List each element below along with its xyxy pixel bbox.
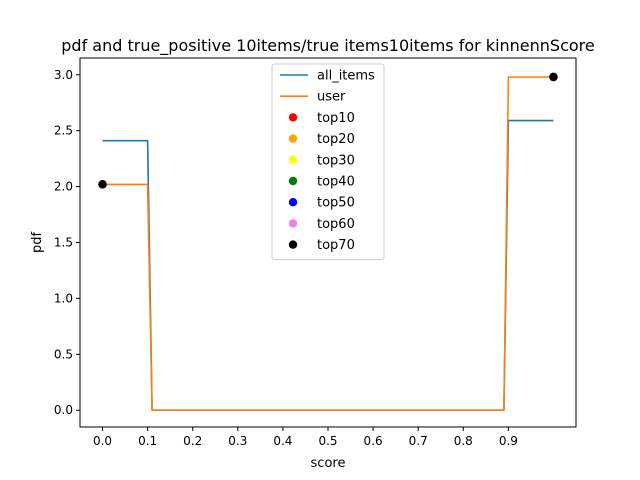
y-tick-label: 0.5 <box>54 347 73 361</box>
x-tick-label: 0.6 <box>364 434 383 448</box>
y-tick-label: 2.0 <box>54 180 73 194</box>
legend-entry-label: all_items <box>317 69 375 84</box>
y-tick-label: 1.5 <box>54 236 73 250</box>
legend-marker-swatch <box>288 176 298 186</box>
y-axis: 0.0 0.5 1.0 1.5 2.0 2.5 3.0 <box>54 68 80 417</box>
legend-entry-label: top40 <box>317 175 355 190</box>
x-axis-label: score <box>311 456 346 471</box>
y-tick-label: 3.0 <box>54 68 73 82</box>
y-tick-label: 0.0 <box>54 403 73 417</box>
x-tick-label: 0.9 <box>499 434 518 448</box>
scatter-point-top70 <box>549 72 558 82</box>
chart-title: pdf and true_positive 10items/true items… <box>61 36 594 56</box>
x-axis: 0.0 0.1 0.2 0.3 0.4 0.5 0.6 0.7 0.8 0.9 <box>93 427 518 448</box>
y-tick-label: 2.5 <box>54 124 73 138</box>
x-tick-label: 0.8 <box>454 434 473 448</box>
legend-marker-swatch <box>288 113 298 122</box>
legend-marker-swatch <box>288 219 298 228</box>
x-tick-label: 0.0 <box>93 434 112 448</box>
x-tick-label: 0.7 <box>409 434 428 448</box>
x-tick-label: 0.1 <box>138 434 157 448</box>
legend-entry-label: user <box>317 90 346 105</box>
x-tick-label: 0.4 <box>273 434 292 448</box>
legend-entry-label: top60 <box>317 217 355 232</box>
legend-marker-swatch <box>288 198 298 207</box>
legend-entry-label: top10 <box>317 111 355 126</box>
legend-box <box>271 63 385 261</box>
y-tick-label: 1.0 <box>54 291 73 305</box>
x-tick-label: 0.5 <box>318 434 337 448</box>
x-tick-label: 0.3 <box>228 434 247 448</box>
scatter-point-top70 <box>98 180 107 189</box>
legend-marker-swatch <box>288 134 298 143</box>
legend-entry-label: top70 <box>317 238 355 253</box>
x-tick-label: 0.2 <box>183 434 202 448</box>
legend-marker-swatch <box>288 155 298 164</box>
legend-entry-label: top20 <box>317 132 355 147</box>
plot-area <box>98 72 558 412</box>
legend-marker-swatch <box>288 240 298 249</box>
series-line-user <box>102 76 554 412</box>
y-axis-label: pdf <box>30 232 45 254</box>
legend-entry-label: top50 <box>317 196 355 211</box>
legend-entry-label: top30 <box>317 153 355 168</box>
